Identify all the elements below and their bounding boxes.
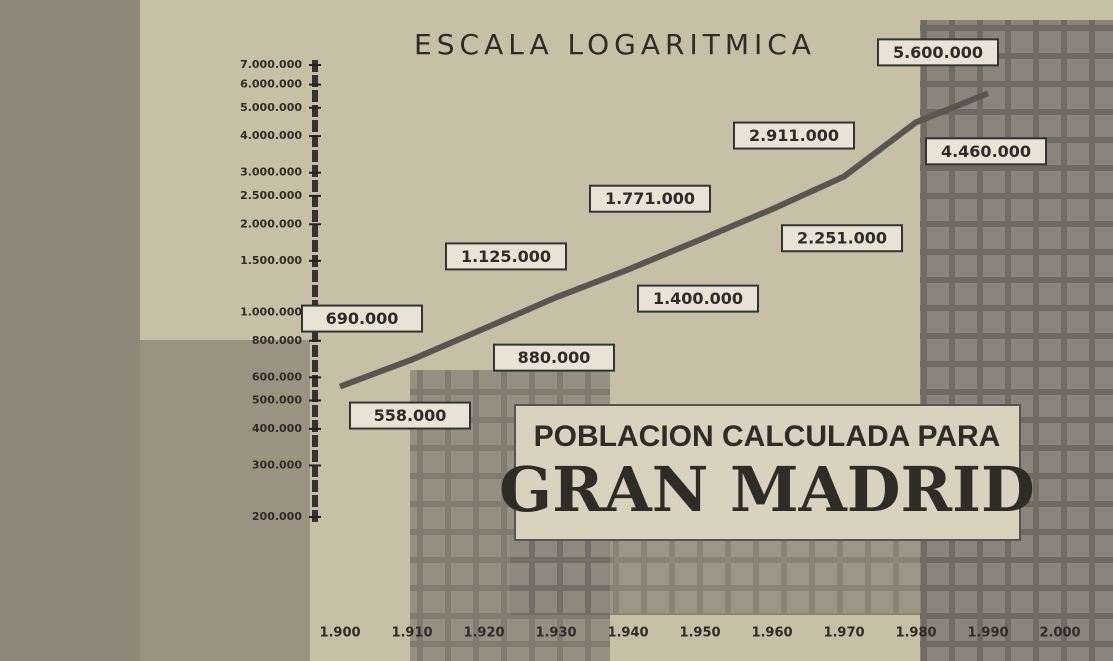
value-label: 4.460.000 [941,142,1031,161]
value-label: 2.911.000 [749,126,839,145]
value-label: 558.000 [374,406,447,425]
x-tick-label: 1.980 [895,626,936,641]
x-tick-label: 1.950 [679,626,720,641]
y-tick-label: 2.500.000 [240,189,302,202]
y-tick-label: 1.000.000 [240,305,302,318]
y-tick-label: 3.000.000 [240,166,302,179]
y-tick-label: 800.000 [252,334,302,347]
y-tick-label: 7.000.000 [240,58,302,71]
y-tick-label: 500.000 [252,394,302,407]
y-tick-label: 4.000.000 [240,129,302,142]
x-tick-label: 1.930 [535,626,576,641]
chart: POBLACION CALCULADA PARA GRAN MADRID ESC… [0,0,1113,661]
annotation: GRAN MADRID [499,453,1035,526]
y-tick-label: 6.000.000 [240,78,302,91]
y-tick-label: 5.000.000 [240,101,302,114]
x-tick-label: 1.970 [823,626,864,641]
x-tick-label: 1.960 [751,626,792,641]
x-tick-label: 1.990 [967,626,1008,641]
value-label: 2.251.000 [797,229,887,248]
left-shade [0,0,140,661]
chart-title: ESCALA LOGARITMICA [414,28,816,61]
building-grid [920,20,1113,661]
x-tick-label: 1.900 [319,626,360,641]
y-tick-label: 200.000 [252,510,302,523]
value-label: 690.000 [326,309,399,328]
value-label: 5.600.000 [893,43,983,62]
y-tick-label: 400.000 [252,422,302,435]
y-tick-label: 1.500.000 [240,254,302,267]
building-grid-3 [510,535,930,615]
y-tick-label: 300.000 [252,458,302,471]
annotation: POBLACION CALCULADA PARA [534,420,1001,453]
y-tick-label: 2.000.000 [240,217,302,230]
x-tick-label: 1.910 [391,626,432,641]
x-tick-label: 2.000 [1039,626,1080,641]
y-tick-label: 600.000 [252,370,302,383]
left-shade-2 [140,340,310,661]
value-label: 1.771.000 [605,189,695,208]
value-label: 1.400.000 [653,289,743,308]
value-label: 880.000 [518,348,591,367]
x-tick-label: 1.920 [463,626,504,641]
value-label: 1.125.000 [461,247,551,266]
x-tick-label: 1.940 [607,626,648,641]
